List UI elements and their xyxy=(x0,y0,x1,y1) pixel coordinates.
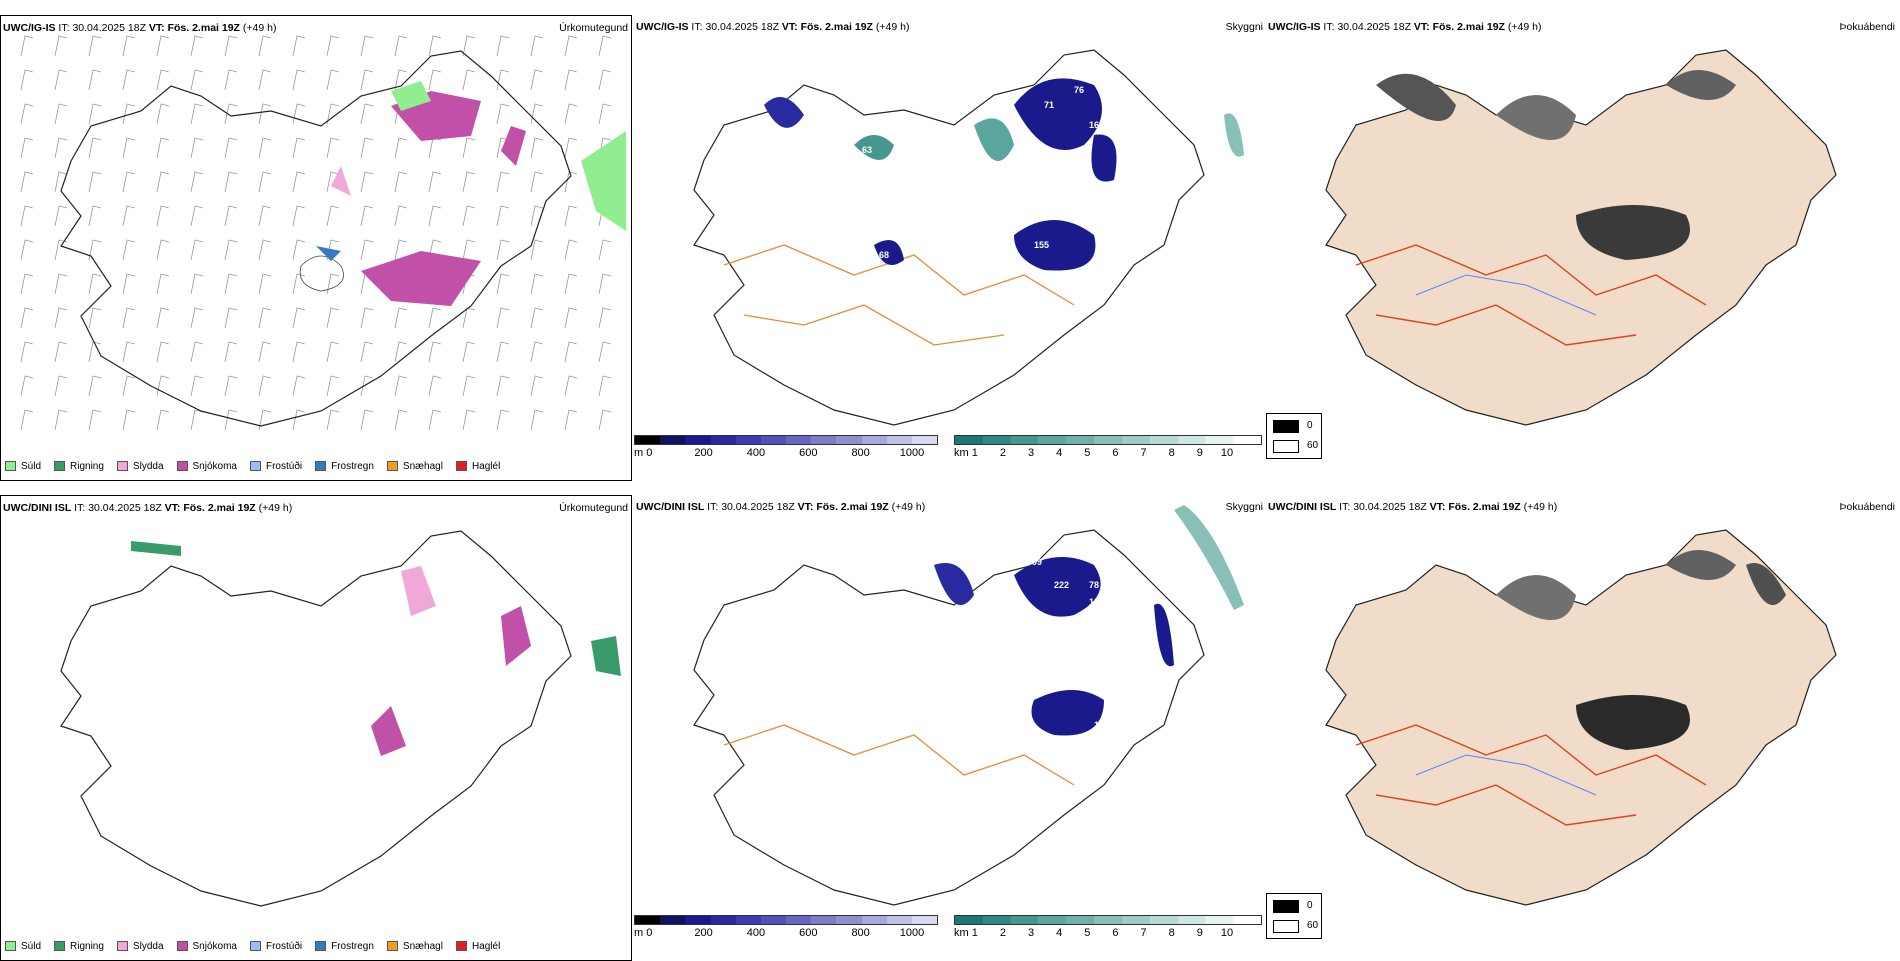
panel-cloud-bottom: UWC/DINI ISL IT: 30.04.2025 18Z VT: Fös.… xyxy=(634,495,1266,961)
iceland-map-cloud xyxy=(693,505,1244,906)
value-label: 59 xyxy=(1144,270,1155,280)
iceland-map-precip xyxy=(20,35,626,431)
legend-label: 0 xyxy=(1307,900,1313,911)
legend-swatch-dark xyxy=(1273,900,1299,913)
legend-item: Haglél xyxy=(455,938,500,954)
legend-item: Súld xyxy=(5,938,41,954)
legend-item: Frostregn xyxy=(315,458,374,474)
legend-item: Snæhagl xyxy=(386,938,443,954)
value-label: 59 xyxy=(926,145,937,155)
value-label: 80 xyxy=(1114,105,1125,115)
value-label: 87 xyxy=(914,675,925,685)
value-label: 96 xyxy=(810,113,821,123)
value-label: 56 xyxy=(754,85,765,95)
legend-item: Frostúði xyxy=(249,938,302,954)
panel-title: UWC/IG-IS IT: 30.04.2025 18Z VT: Fös. 2.… xyxy=(3,22,277,34)
value-label: 126 xyxy=(1114,580,1130,590)
legend-item: Haglél xyxy=(455,458,500,474)
legend-item: Snæhagl xyxy=(386,458,443,474)
value-label: 71 xyxy=(1044,100,1055,110)
fog-legend-bottom: 0 60 xyxy=(1266,893,1322,939)
legend-item: Frostregn xyxy=(315,938,374,954)
panel-cloud-top: UWC/IG-IS IT: 30.04.2025 18Z VT: Fös. 2.… xyxy=(634,15,1266,481)
legend-item: Snjókoma xyxy=(176,458,237,474)
fog-legend-top: 0 60 xyxy=(1266,413,1322,459)
legend-label: 60 xyxy=(1307,920,1319,931)
precip-legend: Súld Rigning Slydda Snjókoma Frostúði Fr… xyxy=(5,938,513,954)
panel-precip-type-bottom: UWC/DINI ISL IT: 30.04.2025 18Z VT: Fös.… xyxy=(0,495,632,961)
panel-fog-bottom: UWC/DINI ISL IT: 30.04.2025 18Z VT: Fös.… xyxy=(1266,495,1898,961)
legend-item: Slydda xyxy=(116,938,164,954)
value-label: 161 xyxy=(1089,120,1105,130)
precip-legend: Súld Rigning Slydda Snjókoma Frostúði Fr… xyxy=(5,458,513,474)
legend-item: Slydda xyxy=(116,458,164,474)
value-label: 99 xyxy=(1032,557,1043,567)
legend-label: 0 xyxy=(1307,420,1313,431)
legend-swatch-dark xyxy=(1273,420,1299,433)
panel-variable-name: Úrkomutegund xyxy=(559,22,628,34)
panel-title: UWC/DINI ISL IT: 30.04.2025 18Z VT: Fös.… xyxy=(3,502,293,514)
iceland-map-cloud xyxy=(693,49,1244,426)
panel-variable-name: Þokuábendi xyxy=(1839,21,1895,33)
panel-variable-name: Skyggni xyxy=(1225,21,1263,33)
value-label: 78 xyxy=(1089,580,1100,590)
value-label: 89 xyxy=(1014,690,1025,700)
value-label: 68 xyxy=(879,250,890,260)
legend-swatch-light xyxy=(1273,440,1299,453)
panel-fog-top: UWC/IG-IS IT: 30.04.2025 18Z VT: Fös. 2.… xyxy=(1266,15,1898,481)
iceland-map-fog xyxy=(1325,529,1837,906)
legend-item: Rigning xyxy=(54,938,104,954)
panel-variable-name: Skyggni xyxy=(1225,501,1263,513)
legend-label: 60 xyxy=(1307,440,1319,451)
value-label: 128 xyxy=(1094,720,1110,730)
legend-swatch-light xyxy=(1273,920,1299,933)
panel-title: UWC/DINI ISL IT: 30.04.2025 18Z VT: Fös.… xyxy=(1268,501,1558,513)
panel-title: UWC/DINI ISL IT: 30.04.2025 18Z VT: Fös.… xyxy=(636,501,926,513)
panel-variable-name: Þokuábendi xyxy=(1839,501,1895,513)
value-label: 120 xyxy=(1089,597,1105,607)
iceland-map-fog xyxy=(1325,49,1837,426)
panel-variable-name: Úrkomutegund xyxy=(559,502,628,514)
legend-item: Snjókoma xyxy=(176,938,237,954)
legend-item: Frostúði xyxy=(249,458,302,474)
panel-title: UWC/IG-IS IT: 30.04.2025 18Z VT: Fös. 2.… xyxy=(1268,21,1542,33)
value-label: 222 xyxy=(1054,580,1070,590)
panel-title: UWC/IG-IS IT: 30.04.2025 18Z VT: Fös. 2.… xyxy=(636,21,910,33)
value-label: 76 xyxy=(1074,85,1085,95)
value-label: 92 xyxy=(944,605,955,615)
panel-precip-type-top: UWC/IG-IS IT: 30.04.2025 18Z VT: Fös. 2.… xyxy=(0,15,632,481)
legend-item: Súld xyxy=(5,458,41,474)
iceland-map-precip xyxy=(60,530,621,907)
value-label: 155 xyxy=(1034,240,1050,250)
legend-item: Rigning xyxy=(54,458,104,474)
value-label: 63 xyxy=(862,145,873,155)
